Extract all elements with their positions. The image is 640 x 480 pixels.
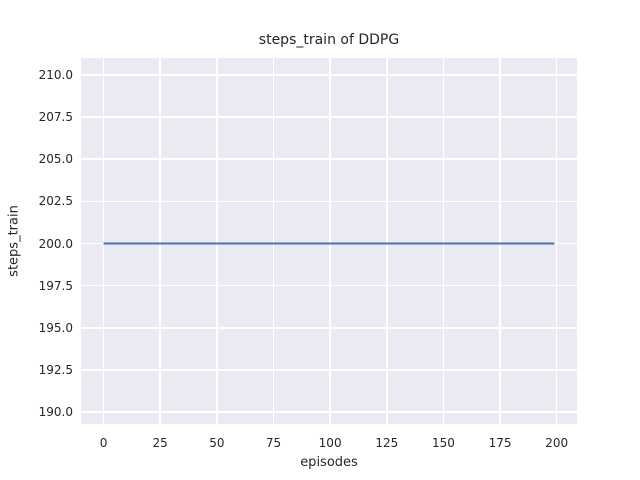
y-gridline <box>81 411 577 413</box>
series-layer <box>103 242 555 245</box>
x-tick-label: 25 <box>152 436 168 450</box>
x-tick-label: 50 <box>209 436 225 450</box>
y-gridline <box>81 200 577 203</box>
y-tick-label: 202.5 <box>38 194 73 209</box>
y-tick-label: 205.0 <box>38 152 73 167</box>
y-tick-label: 197.5 <box>38 278 73 293</box>
x-gridline <box>272 58 275 424</box>
x-tick-label: 200 <box>545 436 569 450</box>
x-gridline <box>386 58 388 424</box>
x-tick-label: 150 <box>431 436 455 450</box>
x-tick-label: 100 <box>318 436 342 450</box>
x-gridline <box>102 58 105 424</box>
y-tick-label: 200.0 <box>38 236 73 251</box>
x-tick-label: 125 <box>375 436 399 450</box>
plot-area <box>81 58 577 424</box>
y-gridline <box>81 158 577 160</box>
x-gridline <box>442 58 445 424</box>
x-tick-label: 175 <box>488 436 512 450</box>
y-gridline <box>81 369 577 371</box>
x-tick-label: 75 <box>265 436 282 450</box>
x-gridline <box>216 58 218 424</box>
y-tick-label: 210.0 <box>38 67 73 82</box>
x-gridline <box>499 58 501 424</box>
x-gridline <box>555 58 558 424</box>
x-tick-label: 0 <box>99 436 108 450</box>
y-gridline <box>81 284 577 287</box>
y-tick-label: 190.0 <box>38 405 73 420</box>
y-tick-label: 207.5 <box>38 110 73 125</box>
x-gridline <box>329 58 331 424</box>
y-gridline <box>81 327 577 329</box>
y-gridline <box>81 74 577 76</box>
y-gridline <box>81 116 577 118</box>
x-gridline <box>159 58 161 424</box>
chart-title: steps_train of DDPG <box>258 32 400 48</box>
y-tick-label: 192.5 <box>38 363 73 378</box>
x-axis-label: episodes <box>300 455 358 470</box>
y-tick-label: 195.0 <box>38 320 73 335</box>
